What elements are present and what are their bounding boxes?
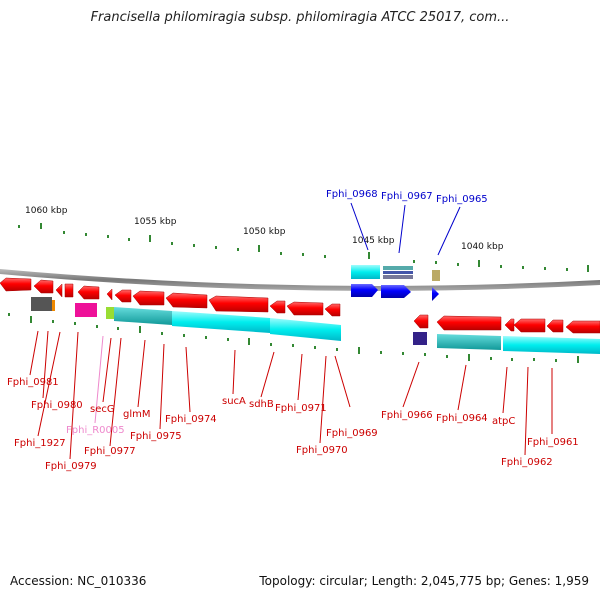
gene-arrow-fphi0974 bbox=[165, 292, 208, 309]
bottom-gene-labels: Fphi_0981 Fphi_0980 Fphi_1927 Fphi_0979 … bbox=[7, 377, 579, 472]
gene-label-fphi0975: Fphi_0975 bbox=[130, 431, 182, 442]
gene-arrow-fphi0971 bbox=[286, 301, 324, 316]
gene-arrow-fphi1927 bbox=[55, 283, 63, 298]
genome-backbone bbox=[0, 269, 600, 291]
gene-label-fphi0968: Fphi_0968 bbox=[326, 189, 378, 200]
accession-text: Accession: NC_010336 bbox=[10, 574, 147, 588]
gene-label-fphi1927: Fphi_1927 bbox=[14, 438, 66, 449]
gene-label-fphi0981: Fphi_0981 bbox=[7, 377, 59, 388]
gene-label-suca: sucA bbox=[222, 396, 246, 407]
gene-arrow-fphi0977 bbox=[77, 285, 100, 300]
domain-cyan-mid bbox=[172, 311, 270, 333]
gene-arrow-fphi0980 bbox=[33, 279, 54, 294]
gene-label-fphi0970: Fphi_0970 bbox=[296, 445, 348, 456]
domain-fphi0968 bbox=[351, 265, 380, 279]
scale-label-1045: 1045 kbp bbox=[352, 236, 395, 246]
gene-label-fphi0962: Fphi_0962 bbox=[501, 457, 553, 468]
scale-label-1060: 1060 kbp bbox=[25, 206, 68, 216]
gene-label-fphi0964: Fphi_0964 bbox=[436, 413, 488, 424]
top-gene-labels: Fphi_0968 Fphi_0967 Fphi_0965 bbox=[326, 189, 488, 205]
gene-label-fphi0979: Fphi_0979 bbox=[45, 461, 97, 472]
gene-label-fphi0966: Fphi_0966 bbox=[381, 410, 433, 421]
domain-orange bbox=[52, 300, 55, 311]
scale-label-1040: 1040 kbp bbox=[461, 242, 504, 252]
domain-cyan-right2 bbox=[437, 334, 501, 350]
top-strand-features bbox=[351, 265, 440, 301]
gene-arrow-fphi0967 bbox=[381, 285, 411, 298]
gene-label-fphi-r0005: Fphi_R0005 bbox=[66, 425, 125, 436]
scale-labels: 1060 kbp 1055 kbp 1050 kbp 1045 kbp 1040… bbox=[25, 206, 504, 252]
leader-lines bbox=[29, 202, 553, 460]
gene-label-fphi0965: Fphi_0965 bbox=[436, 194, 488, 205]
domain-green bbox=[106, 307, 114, 319]
domain-cyan-right3 bbox=[503, 336, 600, 354]
domain-fphi0967 bbox=[383, 266, 413, 270]
gene-arrows bbox=[0, 277, 600, 334]
gene-label-secg: secG bbox=[90, 404, 115, 415]
map-title: Francisella philomiragia subsp. philomir… bbox=[90, 10, 510, 25]
domain-fphi0967b bbox=[383, 271, 413, 274]
gene-arrow-fphi0962b bbox=[546, 319, 564, 333]
gene-label-glmm: glmM bbox=[123, 409, 151, 420]
gene-arrow-suca bbox=[208, 295, 269, 313]
domain-grey bbox=[31, 297, 52, 311]
genome-summary-text: Topology: circular; Length: 2,045,775 bp… bbox=[259, 574, 589, 588]
gene-arrow-fphi0965 bbox=[432, 287, 439, 301]
gene-arrow-glmm bbox=[114, 289, 132, 303]
gene-label-fphi0969: Fphi_0969 bbox=[326, 428, 378, 439]
domain-fphi0967c bbox=[383, 275, 413, 279]
gene-label-fphi0967: Fphi_0967 bbox=[381, 191, 433, 202]
scale-ticks-top bbox=[18, 223, 589, 272]
gene-arrow-fphi0968 bbox=[351, 284, 378, 297]
gene-label-fphi0961: Fphi_0961 bbox=[527, 437, 579, 448]
gene-label-sdhb: sdhB bbox=[249, 399, 274, 410]
domain-fphi0965 bbox=[432, 270, 440, 281]
domain-magenta bbox=[75, 303, 97, 317]
domain-blocks bbox=[31, 297, 600, 354]
gene-arrow-secg bbox=[106, 288, 113, 301]
gene-arrow-sdhb bbox=[269, 300, 286, 314]
gene-arrow-atpc bbox=[504, 318, 515, 332]
gene-arrow-fphi0979 bbox=[64, 283, 74, 298]
gene-arrow-fphi0966 bbox=[413, 314, 429, 329]
scale-ticks-bottom bbox=[8, 313, 579, 363]
gene-label-fphi0971: Fphi_0971 bbox=[275, 403, 327, 414]
scale-label-1055: 1055 kbp bbox=[134, 217, 177, 227]
scale-label-1050: 1050 kbp bbox=[243, 227, 286, 237]
gene-arrow-fphi0981 bbox=[0, 277, 32, 292]
gene-label-atpc: atpC bbox=[492, 416, 515, 427]
domain-cyan-right bbox=[270, 318, 341, 341]
gene-label-fphi0977: Fphi_0977 bbox=[84, 446, 136, 457]
gene-label-fphi0974: Fphi_0974 bbox=[165, 414, 217, 425]
gene-arrow-fphi0975 bbox=[132, 290, 165, 306]
domain-cyan-left bbox=[114, 307, 172, 325]
domain-purple bbox=[413, 332, 427, 345]
gene-arrow-fphi0964 bbox=[436, 315, 502, 331]
gene-label-fphi0980: Fphi_0980 bbox=[31, 400, 83, 411]
gene-arrow-fphi0970 bbox=[324, 303, 341, 317]
gene-arrow-fphi0961 bbox=[565, 320, 600, 334]
gene-arrow-fphi0962 bbox=[513, 318, 546, 333]
